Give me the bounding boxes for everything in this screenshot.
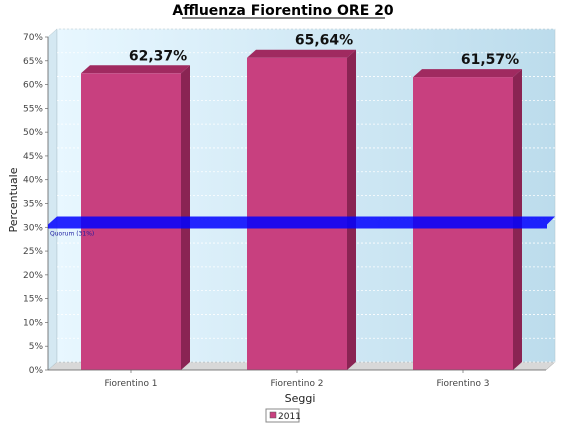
x-tick-label: Fiorentino 2 (270, 379, 323, 389)
chart-title: Affluenza Fiorentino ORE 20 (172, 3, 394, 19)
y-tick-label: 20% (23, 271, 43, 281)
x-tick-label: Fiorentino 3 (436, 379, 489, 389)
bars (81, 49, 522, 370)
data-label: 61,57% (461, 52, 519, 68)
x-tick-label: Fiorentino 1 (104, 379, 157, 389)
quorum-label: Quorum (31%) (50, 231, 94, 238)
y-tick-label: 40% (23, 176, 43, 186)
y-axis-label: Percentuale (7, 167, 20, 232)
y-tick-label: 35% (23, 200, 43, 210)
y-tick-label: 10% (23, 318, 43, 328)
y-tick-label: 50% (23, 128, 43, 138)
y-tick-label: 25% (23, 247, 43, 257)
bar-top (413, 69, 522, 78)
legend-swatch (269, 411, 277, 419)
y-tick-label: 45% (23, 152, 43, 162)
quorum-line (48, 216, 555, 229)
data-label: 65,64% (295, 33, 353, 49)
plot-left-wall (47, 28, 58, 371)
x-axis-label: Seggi (285, 392, 316, 405)
y-tick-label: 5% (29, 342, 44, 352)
data-label: 62,37% (129, 48, 187, 64)
y-axis: 0% 5% 10% 15% 20% 25% 30% 35% 40% 45% 50% 55% 60% 65%… (23, 33, 49, 376)
legend: 2011 (265, 408, 301, 423)
bar-side (347, 49, 356, 370)
y-tick-label: 70% (23, 33, 43, 43)
legend-label-2011: 2011 (278, 412, 301, 422)
y-tick-label: 0% (29, 366, 44, 376)
x-axis: Fiorentino 1 Fiorentino 2 Fiorentino 3 (48, 369, 546, 389)
y-tick-label: 55% (23, 104, 43, 114)
bar-top (247, 49, 356, 58)
quorum-line-group: Quorum (31%) (48, 216, 555, 238)
y-tick-label: 15% (23, 295, 43, 305)
y-tick-label: 65% (23, 57, 43, 67)
y-tick-label: 30% (23, 223, 43, 233)
bar-top (81, 65, 190, 74)
data-labels: 62,37% 65,64% 61,57% (129, 33, 519, 68)
y-tick-label: 60% (23, 81, 43, 91)
bar (247, 57, 347, 370)
